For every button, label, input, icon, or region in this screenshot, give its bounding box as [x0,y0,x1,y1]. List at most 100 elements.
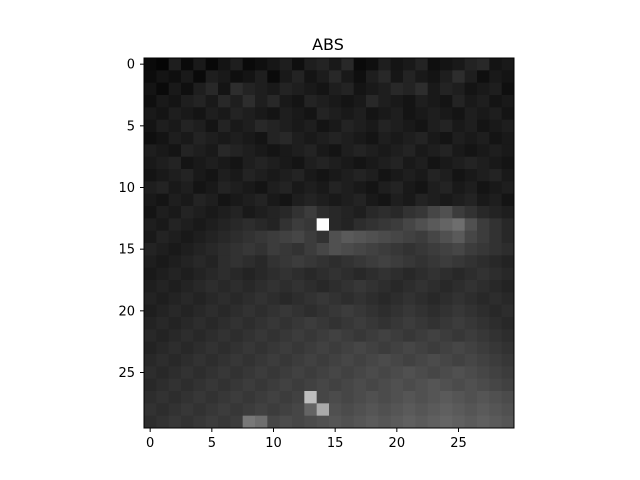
heatmap-cell [477,230,490,244]
heatmap-cell [156,132,170,145]
heatmap-cell [230,304,244,318]
heatmap-cell [156,243,170,256]
heatmap-cell [477,206,490,219]
heatmap-cell [218,415,231,429]
heatmap-cell [242,317,256,330]
heatmap-cell [292,255,305,269]
heatmap-cell [329,58,342,71]
heatmap-cell [501,280,515,293]
heatmap-cell [144,82,157,96]
heatmap-cell [403,70,416,84]
heatmap-cell [267,280,281,293]
heatmap-cell [427,82,441,96]
heatmap-cell [501,230,515,244]
heatmap-cell [353,156,367,170]
heatmap-cell [501,58,515,71]
heatmap-cell [403,144,416,158]
heatmap-cell [378,119,392,133]
heatmap-cell [403,218,416,232]
heatmap-cell [477,156,490,170]
heatmap-cell [378,415,392,429]
heatmap-cell [316,292,330,306]
heatmap-cell [464,144,478,158]
heatmap-cell [255,354,268,367]
heatmap-cell [366,144,379,158]
heatmap-cell [218,206,231,219]
heatmap-cell [464,378,478,392]
heatmap-cell [218,144,231,158]
heatmap-cell [353,193,367,207]
heatmap-cell [415,341,429,355]
heatmap-cell [205,403,219,417]
heatmap-cell [230,156,244,170]
heatmap-cell [477,317,490,330]
heatmap-cell [181,403,194,417]
heatmap-cell [205,292,219,306]
heatmap-cell [378,280,392,293]
heatmap-cell [378,304,392,318]
heatmap-cell [440,193,453,207]
heatmap-cell [255,82,268,96]
heatmap-cell [477,391,490,404]
heatmap-cell [304,193,318,207]
heatmap-cell [353,391,367,404]
heatmap-cell [230,206,244,219]
heatmap-cell [501,132,515,145]
heatmap-cell [304,366,318,380]
heatmap-cell [279,95,293,108]
heatmap-cell [267,193,281,207]
heatmap-cell [415,292,429,306]
heatmap-cell [427,243,441,256]
heatmap-cell [353,354,367,367]
heatmap-cell [242,341,256,355]
heatmap-cell [403,181,416,195]
heatmap-cell [218,119,231,133]
heatmap-cell [267,156,281,170]
heatmap-cell [403,193,416,207]
heatmap-cell [279,230,293,244]
heatmap-cell [489,206,503,219]
heatmap-cell [218,107,231,121]
heatmap-cell [279,58,293,71]
heatmap-cell [304,317,318,330]
heatmap-cell [279,255,293,269]
heatmap-cell [415,144,429,158]
heatmap-cell [218,82,231,96]
heatmap-cell [440,243,453,256]
heatmap-cell [341,292,355,306]
heatmap-cell [329,415,342,429]
heatmap-cell [378,329,392,343]
heatmap-cell [230,193,244,207]
heatmap-cell [156,280,170,293]
heatmap-cell [156,317,170,330]
heatmap-cell [464,156,478,170]
heatmap-cell [390,391,404,404]
heatmap-cell [477,169,490,182]
heatmap-cell [230,218,244,232]
heatmap-cell [267,304,281,318]
heatmap-cell [205,193,219,207]
heatmap-cell [181,378,194,392]
heatmap-cell [279,354,293,367]
heatmap-cell [267,218,281,232]
heatmap-cell [489,169,503,182]
heatmap-cell [353,144,367,158]
heatmap-cell [353,317,367,330]
heatmap-cell [427,329,441,343]
heatmap-cell [378,267,392,281]
heatmap-cell [501,391,515,404]
heatmap-cell [366,329,379,343]
heatmap-cell [144,267,157,281]
heatmap-cell [390,181,404,195]
heatmap-cell [316,218,330,232]
heatmap-cell [477,329,490,343]
heatmap-cell [255,378,268,392]
heatmap-cell [452,267,466,281]
heatmap-cell [144,58,157,71]
heatmap-cell [415,156,429,170]
heatmap-cell [316,329,330,343]
heatmap-cell [427,218,441,232]
heatmap-cell [427,230,441,244]
heatmap-cell [489,354,503,367]
heatmap-cell [440,403,453,417]
